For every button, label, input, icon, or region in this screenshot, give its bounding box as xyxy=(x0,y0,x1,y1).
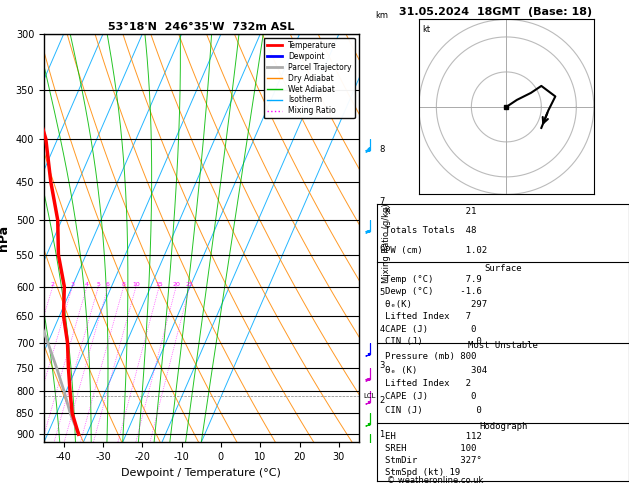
Text: SREH          100: SREH 100 xyxy=(385,444,476,453)
Text: PW (cm)        1.02: PW (cm) 1.02 xyxy=(385,246,487,255)
Text: Temp (°C)      7.9: Temp (°C) 7.9 xyxy=(385,275,482,284)
Text: Mixing Ratio (g/kg): Mixing Ratio (g/kg) xyxy=(382,203,391,283)
Text: CIN (J)          0: CIN (J) 0 xyxy=(385,405,482,415)
Text: 4: 4 xyxy=(85,281,89,287)
X-axis label: Dewpoint / Temperature (°C): Dewpoint / Temperature (°C) xyxy=(121,468,281,478)
Text: Totals Totals  48: Totals Totals 48 xyxy=(385,226,476,235)
Text: 3: 3 xyxy=(70,281,74,287)
Text: StmSpd (kt) 19: StmSpd (kt) 19 xyxy=(385,469,460,477)
Text: km: km xyxy=(376,11,389,20)
Text: 6: 6 xyxy=(106,281,110,287)
Text: 5: 5 xyxy=(96,281,101,287)
Text: 10: 10 xyxy=(132,281,140,287)
Text: 3: 3 xyxy=(379,361,385,370)
Text: 1: 1 xyxy=(379,430,385,439)
Text: 15: 15 xyxy=(155,281,163,287)
Text: 4: 4 xyxy=(379,325,385,334)
Text: Lifted Index   7: Lifted Index 7 xyxy=(385,312,471,321)
Text: Pressure (mb) 800: Pressure (mb) 800 xyxy=(385,352,476,361)
Text: 2: 2 xyxy=(379,396,385,405)
Text: EH             112: EH 112 xyxy=(385,432,482,441)
Text: 6: 6 xyxy=(379,243,385,253)
Text: © weatheronline.co.uk: © weatheronline.co.uk xyxy=(387,475,483,485)
Text: K              21: K 21 xyxy=(385,207,476,216)
Text: CAPE (J)        0: CAPE (J) 0 xyxy=(385,392,476,401)
Text: 25: 25 xyxy=(186,281,194,287)
Title: 53°18'N  246°35'W  732m ASL: 53°18'N 246°35'W 732m ASL xyxy=(108,22,294,32)
Text: Lifted Index   2: Lifted Index 2 xyxy=(385,379,471,388)
Text: StmDir        327°: StmDir 327° xyxy=(385,456,482,465)
Text: kt: kt xyxy=(422,25,430,34)
Legend: Temperature, Dewpoint, Parcel Trajectory, Dry Adiabat, Wet Adiabat, Isotherm, Mi: Temperature, Dewpoint, Parcel Trajectory… xyxy=(264,38,355,119)
Text: CAPE (J)        0: CAPE (J) 0 xyxy=(385,325,476,333)
Text: θₑ(K)           297: θₑ(K) 297 xyxy=(385,300,487,309)
Text: CIN (J)          0: CIN (J) 0 xyxy=(385,337,482,346)
Text: θₑ (K)          304: θₑ (K) 304 xyxy=(385,365,487,375)
Text: 8: 8 xyxy=(379,145,385,154)
Text: 5: 5 xyxy=(379,288,385,297)
Text: 7: 7 xyxy=(379,197,385,206)
Text: Surface: Surface xyxy=(484,264,522,273)
Text: Most Unstable: Most Unstable xyxy=(468,341,538,350)
Text: 2: 2 xyxy=(51,281,55,287)
Y-axis label: hPa: hPa xyxy=(0,225,10,251)
Text: 31.05.2024  18GMT  (Base: 18): 31.05.2024 18GMT (Base: 18) xyxy=(399,7,593,17)
Text: Dewp (°C)     -1.6: Dewp (°C) -1.6 xyxy=(385,287,482,296)
Text: 8: 8 xyxy=(121,281,126,287)
Text: 20: 20 xyxy=(172,281,180,287)
Text: LCL: LCL xyxy=(364,393,376,399)
Text: Hodograph: Hodograph xyxy=(479,421,527,431)
